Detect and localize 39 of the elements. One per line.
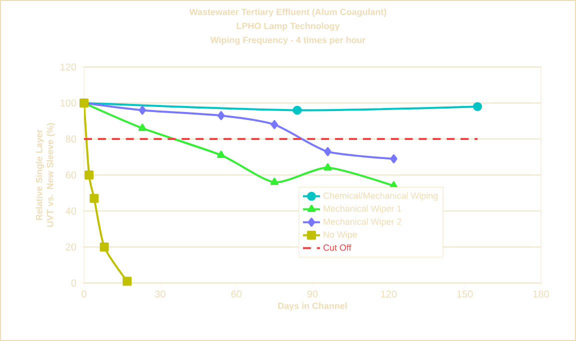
point [473, 102, 482, 112]
point [217, 150, 226, 158]
legend-label: Mechanical Wiper 2 [324, 218, 402, 227]
x-tick-label: 180 [533, 290, 549, 298]
y-tick-label: 80 [66, 135, 76, 143]
point [138, 106, 146, 115]
x-tick-label: 0 [82, 290, 86, 298]
point [292, 106, 302, 115]
point [324, 163, 332, 171]
x-tick-label: 30 [155, 290, 166, 298]
point [100, 242, 109, 252]
y-tick-label: 20 [66, 243, 76, 251]
chart-title: Wastewater Tertiary Effluent (Alum Coagulant) [189, 8, 386, 17]
legend-label: No Wipe [324, 231, 357, 240]
chart-subtitle: LPHO Lamp Technology [236, 22, 340, 31]
x-tick-label: 150 [457, 290, 473, 298]
point [84, 170, 94, 180]
point [270, 178, 278, 185]
point [90, 194, 99, 203]
y-tick-label: 40 [66, 207, 76, 215]
y-tick-label: 120 [60, 63, 76, 71]
point [138, 124, 146, 131]
x-tick-label: 90 [307, 290, 318, 298]
point [270, 120, 278, 130]
point [122, 276, 132, 286]
y-tick-label: 0 [71, 279, 76, 287]
x-axis-title: Days in Channel [278, 302, 347, 311]
y-tick-label: 60 [66, 171, 76, 179]
point [390, 154, 398, 164]
point [324, 147, 332, 156]
x-tick-label: 60 [231, 290, 242, 298]
y-tick-label: 100 [60, 99, 76, 107]
legend-label: Cut Off [323, 244, 352, 251]
x-tick-label: 120 [381, 290, 397, 298]
text: Wiping Frequency - 4 times per hour [210, 36, 366, 45]
legend-label: Mechanical Wiper 1 [324, 205, 402, 214]
y-axis-title: Relative Single Layer UVT vs. New Sleeve (%) [36, 123, 56, 227]
legend-label: Chemical/Mechanical Wiping [323, 192, 438, 201]
point [217, 111, 225, 120]
